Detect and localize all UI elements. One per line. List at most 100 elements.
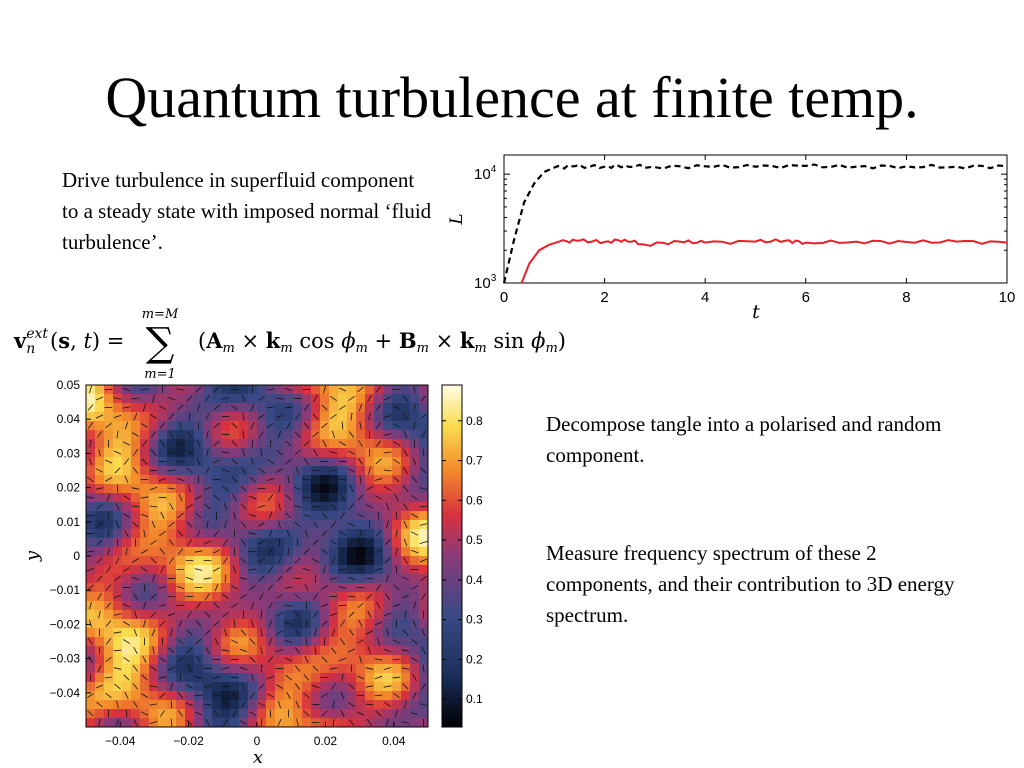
vector-arrow xyxy=(194,676,203,679)
heatmap-cell xyxy=(419,691,429,701)
vector-arrow xyxy=(168,557,175,564)
heatmap-cell xyxy=(131,547,141,557)
heatmap-cell xyxy=(176,646,186,656)
heatmap-cell xyxy=(131,511,141,521)
vector-arrow xyxy=(348,522,355,527)
vector-arrow xyxy=(116,538,119,547)
vector-arrow xyxy=(420,683,427,690)
heatmap-cell xyxy=(212,664,222,674)
vector-arrow xyxy=(294,593,301,600)
heatmap-cell xyxy=(212,700,222,710)
heatmap-cell xyxy=(311,637,321,647)
heatmap-cell xyxy=(131,493,141,503)
heatmap-cell xyxy=(293,655,303,665)
heatmap-cell xyxy=(347,673,357,683)
vector-arrow xyxy=(159,422,166,429)
vector-arrow xyxy=(285,494,292,501)
vector-arrow xyxy=(313,395,318,402)
heatmap-cell xyxy=(293,565,303,575)
heatmap-cell xyxy=(338,610,348,620)
vector-arrow xyxy=(240,629,247,636)
vector-arrow xyxy=(232,710,237,717)
vector-arrow xyxy=(132,432,139,437)
heatmap-cell xyxy=(401,403,411,413)
vector-arrow xyxy=(196,655,201,664)
vector-arrow xyxy=(213,567,220,572)
heatmap-cell xyxy=(410,394,420,404)
vector-arrow xyxy=(267,566,274,573)
heatmap-cell xyxy=(329,511,339,521)
heatmap-cell xyxy=(383,637,393,647)
vector-arrow xyxy=(159,656,166,663)
heatmap-cell xyxy=(167,421,177,431)
heatmap-cell xyxy=(338,412,348,422)
heatmap-cell xyxy=(329,565,339,575)
vector-arrow xyxy=(196,403,201,412)
heatmap-cell xyxy=(212,412,222,422)
vector-arrow xyxy=(105,638,112,645)
vector-arrow xyxy=(259,431,264,438)
heatmap-cell xyxy=(221,529,231,539)
vector-arrow xyxy=(142,655,147,664)
heatmap-cell xyxy=(239,403,249,413)
heatmap-cell xyxy=(275,511,285,521)
vector-arrow xyxy=(95,468,104,473)
vector-arrow xyxy=(304,457,309,466)
heatmap-cell xyxy=(257,511,267,521)
vector-arrow xyxy=(367,610,372,619)
vector-arrow xyxy=(251,673,254,682)
heatmap-cell xyxy=(410,682,420,692)
heatmap-cell xyxy=(311,583,321,593)
vector-arrow xyxy=(87,404,94,411)
heatmap-cell xyxy=(356,682,366,692)
heatmap-cell xyxy=(284,574,294,584)
heatmap-cell xyxy=(239,475,249,485)
heatmap-cell xyxy=(338,502,348,512)
heatmap-cell xyxy=(275,385,285,395)
heatmap-cells xyxy=(86,385,429,728)
vector-arrow xyxy=(251,601,254,610)
heatmap-cell xyxy=(86,448,96,458)
eq-lhs-sup: ext xyxy=(26,326,48,342)
vector-arrow xyxy=(158,604,167,607)
vector-arrow xyxy=(149,685,158,688)
vector-arrow xyxy=(140,711,149,716)
vector-arrow xyxy=(411,657,418,662)
heatmap-cell xyxy=(113,709,123,719)
heatmap-cell xyxy=(176,520,186,530)
heatmap-cell xyxy=(266,484,276,494)
heatmap-cell xyxy=(194,574,204,584)
vector-arrow xyxy=(195,386,202,393)
vector-arrow xyxy=(284,622,293,625)
heatmap-cell xyxy=(275,475,285,485)
vector-arrow xyxy=(347,576,356,581)
vector-arrow xyxy=(393,476,400,483)
vector-arrow xyxy=(213,710,220,717)
heatmap-cell xyxy=(311,601,321,611)
vector-arrow xyxy=(302,567,311,572)
heatmap-cell xyxy=(203,439,213,449)
heatmap-cell xyxy=(320,628,330,638)
vector-arrow xyxy=(367,646,372,655)
vector-arrow xyxy=(188,484,191,493)
y-tick-label: 103 xyxy=(474,273,497,292)
heatmap-cell xyxy=(194,412,204,422)
vector-arrow xyxy=(330,647,337,654)
heatmap-cell xyxy=(311,385,321,395)
heatmap-cell xyxy=(212,466,222,476)
vector-arrow xyxy=(159,548,166,555)
vector-arrow xyxy=(384,539,391,546)
vector-arrow xyxy=(356,513,365,518)
vector-arrow xyxy=(295,700,300,709)
vector-arrow xyxy=(375,584,382,591)
vector-arrow xyxy=(214,637,219,646)
vector-arrow xyxy=(168,539,175,546)
heatmap-cell xyxy=(113,601,123,611)
heatmap-cell xyxy=(356,646,366,656)
vector-arrow xyxy=(133,610,138,619)
vector-arrow xyxy=(133,647,138,654)
heatmap-cell xyxy=(149,547,159,557)
heatmap-cell xyxy=(131,475,141,485)
vector-arrow xyxy=(294,665,301,672)
heatmap-cell xyxy=(140,682,150,692)
